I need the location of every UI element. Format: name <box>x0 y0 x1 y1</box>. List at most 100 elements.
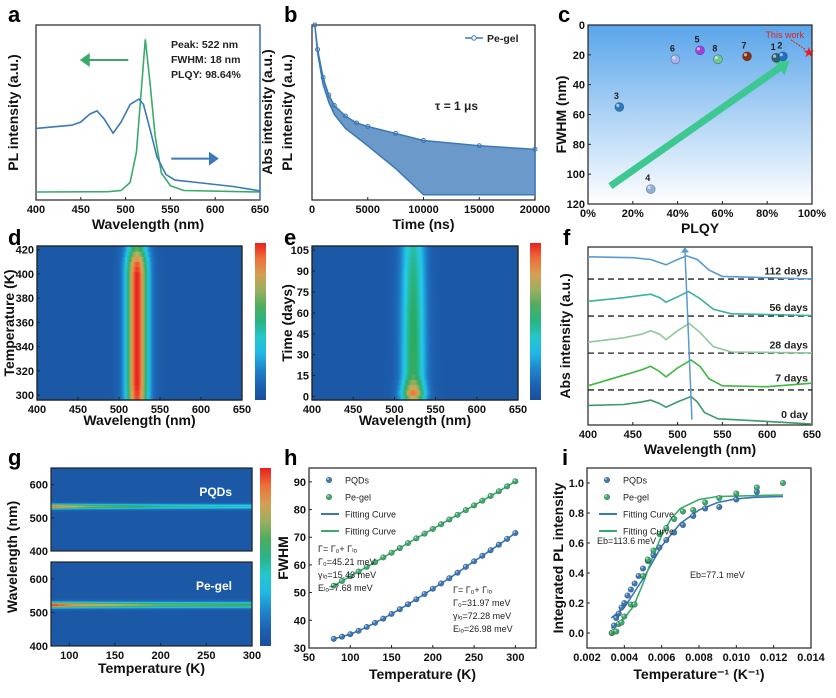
heatmap-strip <box>37 292 242 298</box>
heatmap-strip <box>64 562 72 646</box>
pegel-point <box>487 492 494 500</box>
plot-frame <box>587 246 813 426</box>
heatmap-strip <box>138 468 146 551</box>
pegel-point-highlight <box>373 560 376 563</box>
y-tick-label: 400 <box>16 269 34 281</box>
heatmap-strip <box>104 562 112 646</box>
x-tick-label: 450 <box>72 204 90 216</box>
point-label: 5 <box>694 34 699 44</box>
pqds-point <box>404 601 412 608</box>
point-label: 8 <box>712 43 717 53</box>
pqds-point-highlight <box>430 586 433 589</box>
spectrum-line <box>587 359 813 388</box>
panel-label: d <box>8 225 21 250</box>
heatmap-strip <box>37 348 242 355</box>
pegel-point-highlight <box>614 629 617 632</box>
pegel-point <box>470 502 478 509</box>
heatmap-strip <box>111 468 119 551</box>
pqds-point-highlight <box>614 616 617 619</box>
heatmap-strip <box>37 374 242 381</box>
pegel-point <box>613 628 620 635</box>
pqds-point <box>470 558 478 565</box>
heatmap-strip <box>111 562 119 646</box>
pegel-point <box>639 572 647 580</box>
legend-label: Fitting Curve <box>623 510 674 520</box>
heatmap-strip <box>178 562 186 646</box>
heatmap-strip <box>312 312 518 319</box>
pegel-point-highlight <box>430 526 433 529</box>
heatmap-strip <box>124 468 132 551</box>
pqds-point <box>421 590 428 598</box>
heatmap-strip <box>37 312 242 319</box>
pegel-point-highlight <box>619 620 622 623</box>
heatmap-strip <box>198 468 206 551</box>
x-tick-label: 20000 <box>520 204 551 216</box>
heatmap-strip <box>37 394 242 401</box>
abs-spectrum-line <box>35 97 261 192</box>
legend-label: PQDs <box>623 476 648 486</box>
y-tick-label: 60 <box>297 308 309 320</box>
heatmap-strip <box>37 302 242 309</box>
x-tick-label: 400 <box>303 404 321 416</box>
pqds-point-highlight <box>406 602 409 605</box>
y-tick-label: 40 <box>294 615 306 627</box>
pqds-point-highlight <box>612 623 615 626</box>
heatmap-strip <box>64 468 72 551</box>
binding-energy-pegel: Eb=77.1 meV <box>690 570 745 580</box>
y-tick-label: 360 <box>16 317 34 329</box>
pqds-point <box>716 503 723 511</box>
x-tick-label: 0.010 <box>723 652 751 664</box>
pegel-point-highlight <box>480 498 483 501</box>
decay-marker <box>326 92 332 98</box>
y-tick-label: 80 <box>573 139 585 151</box>
x-tick-label: 600 <box>758 429 776 441</box>
heatmap-strip <box>312 287 518 293</box>
pqds-point-highlight <box>472 559 475 562</box>
pqds-point-highlight <box>664 538 667 541</box>
pegel-point-highlight <box>389 550 392 553</box>
legend-label: Fitting Curve <box>345 510 396 520</box>
pegel-point <box>413 535 420 542</box>
y-tick-label: 50 <box>294 588 306 600</box>
literature-point <box>778 51 788 62</box>
pegel-point <box>779 479 787 487</box>
pegel-point-highlight <box>703 500 706 503</box>
pegel-point-highlight <box>622 614 625 617</box>
legend-label: Fitting Curve <box>345 527 396 537</box>
y-tick-label: 90 <box>297 266 309 278</box>
x-tick-label: 10000 <box>408 204 439 216</box>
spectrum-annotation: Peak: 522 nm <box>171 39 238 51</box>
colorbar <box>260 468 271 646</box>
pqds-point <box>338 633 346 640</box>
heatmap-strip <box>37 251 242 257</box>
series-label: 7 days <box>775 372 808 384</box>
pegel-point-highlight <box>364 564 367 567</box>
x-tick-label: 600 <box>192 404 210 416</box>
x-tick-label: 600 <box>468 404 486 416</box>
x-tick-label: 100% <box>798 208 826 220</box>
pqds-point <box>702 505 709 512</box>
pqds-point <box>413 596 420 603</box>
heatmap-strip <box>312 251 518 257</box>
pqds-point-highlight <box>628 587 631 590</box>
heatmap-strip <box>37 276 242 283</box>
pegel-point <box>437 521 445 528</box>
heatmap-strip <box>312 302 518 309</box>
pqds-point-highlight <box>496 542 499 545</box>
pqds-point-highlight <box>680 523 683 526</box>
pegel-point-highlight <box>781 481 784 483</box>
pqds-point-highlight <box>439 581 442 584</box>
binding-energy-pqds: Eb=113.6 meV <box>597 536 656 546</box>
heatmap-strip <box>158 468 166 551</box>
pegel-point-highlight <box>717 496 720 498</box>
y-tick-label: 300 <box>16 390 34 402</box>
heatmap-strip <box>312 343 518 350</box>
panel-d: 400 450 500 550 600 650 300 320 340 360 380 400 420 W… <box>1 225 266 428</box>
heatmap-strip <box>91 468 99 551</box>
legend-label: PQDs <box>345 476 370 486</box>
y-tick-label: 0.8 <box>569 508 584 520</box>
y-tick-label: 120 <box>567 199 585 211</box>
y-tick-label: 0.2 <box>569 598 584 610</box>
x-axis-label: Time (ns) <box>393 216 455 232</box>
pegel-point <box>644 556 651 563</box>
